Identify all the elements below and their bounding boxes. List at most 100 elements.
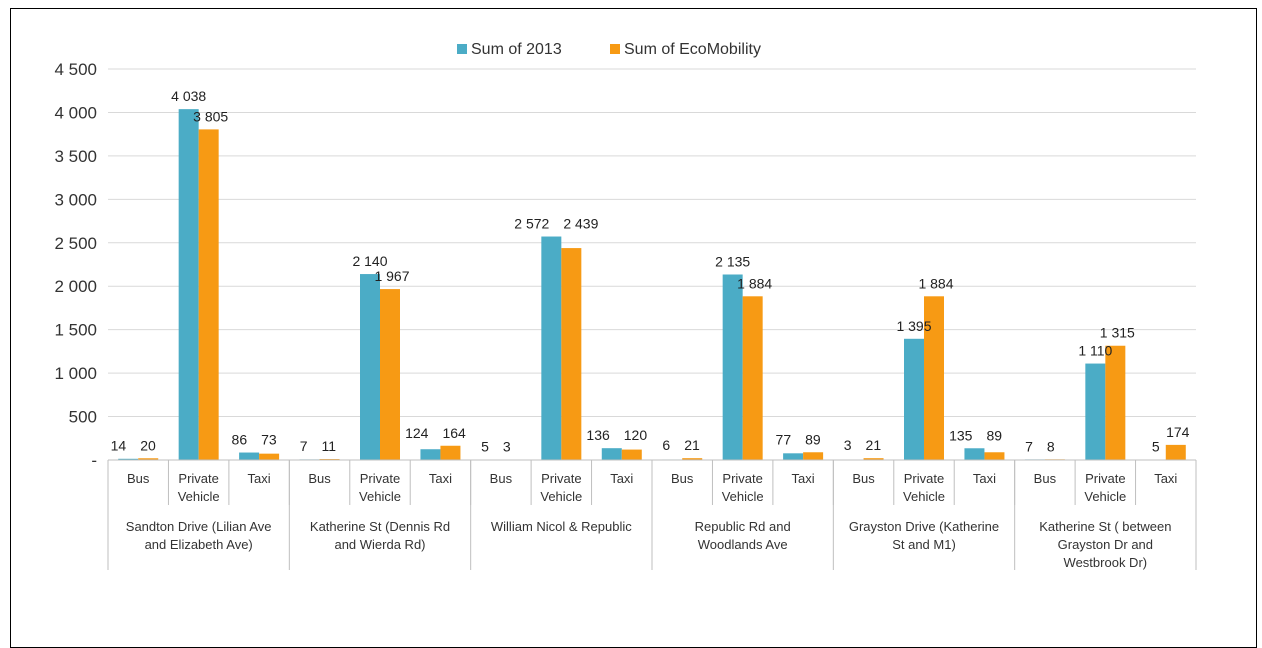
- data-label: 2 135: [715, 253, 750, 269]
- x-category-label: Taxi: [792, 471, 815, 486]
- x-group-label: Republic Rd and: [695, 519, 791, 534]
- x-category-label: Vehicle: [722, 489, 764, 504]
- x-group-label: and Wierda Rd): [334, 537, 425, 552]
- bar-ecomobility: [1105, 346, 1125, 460]
- x-category-label: Vehicle: [1084, 489, 1126, 504]
- data-label: 86: [232, 432, 248, 448]
- data-label: 5: [481, 439, 489, 455]
- x-category-label: Taxi: [1154, 471, 1177, 486]
- data-label: 1 884: [737, 275, 772, 291]
- x-category-label: Taxi: [973, 471, 996, 486]
- y-tick-label: 4 000: [54, 103, 97, 122]
- x-category-label: Vehicle: [359, 489, 401, 504]
- x-group-label: Sandton Drive (Lilian Ave: [126, 519, 272, 534]
- bar-2013: [239, 453, 259, 460]
- bar-2013: [1085, 364, 1105, 460]
- data-label: 20: [140, 437, 156, 453]
- data-label: 174: [1166, 424, 1190, 440]
- data-label: 3 805: [193, 108, 228, 124]
- x-group-label: Westbrook Dr): [1064, 555, 1148, 570]
- x-group-label: Woodlands Ave: [698, 537, 788, 552]
- bar-2013: [964, 448, 984, 460]
- x-category-label: Vehicle: [540, 489, 582, 504]
- y-tick-label: 4 500: [54, 60, 97, 79]
- x-category-label: Bus: [671, 471, 694, 486]
- data-label: 1 884: [918, 275, 953, 291]
- data-label: 135: [949, 427, 973, 443]
- legend-swatch: [457, 44, 467, 54]
- data-label: 21: [866, 437, 882, 453]
- x-group-label: Katherine St (Dennis Rd: [310, 519, 450, 534]
- y-tick-label: 2 000: [54, 277, 97, 296]
- x-category-label: Bus: [490, 471, 513, 486]
- x-category-label: Taxi: [429, 471, 452, 486]
- bar-2013: [420, 449, 440, 460]
- data-label: 89: [805, 431, 821, 447]
- bar-ecomobility: [380, 289, 400, 460]
- x-category-label: Vehicle: [178, 489, 220, 504]
- data-label: 1 967: [374, 268, 409, 284]
- x-group-label: and Elizabeth Ave): [145, 537, 253, 552]
- data-label: 164: [442, 425, 466, 441]
- bar-2013: [904, 339, 924, 460]
- x-category-label: Vehicle: [903, 489, 945, 504]
- bar-ecomobility: [561, 248, 581, 460]
- legend-label: Sum of EcoMobility: [624, 41, 761, 58]
- bar-ecomobility: [803, 452, 823, 460]
- bar-ecomobility: [259, 454, 279, 460]
- data-label: 2 140: [352, 253, 387, 269]
- data-label: 2 572: [514, 216, 549, 232]
- x-category-label: Private: [360, 471, 400, 486]
- x-group-label: Grayston Drive (Katherine: [849, 519, 999, 534]
- x-category-label: Private: [1085, 471, 1125, 486]
- data-label: 7: [300, 438, 308, 454]
- data-label: 11: [322, 438, 337, 454]
- bar-ecomobility: [440, 446, 460, 460]
- data-label: 4 038: [171, 88, 206, 104]
- data-label: 7: [1025, 438, 1033, 454]
- x-category-label: Private: [904, 471, 944, 486]
- data-label: 89: [986, 427, 1002, 443]
- x-group-label: St and M1): [892, 537, 956, 552]
- x-group-label: William Nicol & Republic: [491, 519, 632, 534]
- bar-ecomobility: [622, 450, 642, 460]
- y-tick-label: -: [91, 451, 97, 470]
- y-tick-label: 3 000: [54, 190, 97, 209]
- data-label: 5: [1152, 439, 1160, 455]
- x-category-label: Bus: [127, 471, 150, 486]
- bar-2013: [179, 109, 199, 460]
- y-tick-label: 1 500: [54, 321, 97, 340]
- x-category-label: Taxi: [248, 471, 271, 486]
- data-label: 120: [624, 427, 648, 443]
- data-label: 1 395: [896, 318, 931, 334]
- data-label: 8: [1047, 438, 1055, 454]
- x-group-label: Grayston Dr and: [1058, 537, 1153, 552]
- bars: [118, 109, 1186, 460]
- data-label: 73: [261, 432, 277, 448]
- x-category-label: Bus: [308, 471, 331, 486]
- data-label: 21: [684, 437, 700, 453]
- data-label: 1 315: [1100, 325, 1135, 341]
- bar-2013: [783, 453, 803, 460]
- bar-2013: [723, 274, 743, 460]
- data-label: 3: [503, 439, 511, 455]
- data-label: 136: [586, 427, 610, 443]
- data-label: 2 439: [563, 216, 598, 232]
- data-label: 1 110: [1078, 343, 1112, 359]
- data-label: 14: [111, 437, 127, 453]
- bar-ecomobility: [743, 296, 763, 460]
- y-tick-label: 500: [69, 408, 97, 427]
- y-tick-label: 2 500: [54, 234, 97, 253]
- x-category-label: Private: [541, 471, 581, 486]
- x-category-label: Private: [722, 471, 762, 486]
- bar-2013: [541, 237, 561, 460]
- x-category-label: Bus: [852, 471, 875, 486]
- bar-2013: [360, 274, 380, 460]
- y-tick-label: 1 000: [54, 364, 97, 383]
- x-axis: Bus Private Vehicle Taxi Sandton Drive (Lili…: [108, 460, 1196, 570]
- gridlines: [108, 69, 1196, 417]
- data-label: 124: [405, 425, 429, 441]
